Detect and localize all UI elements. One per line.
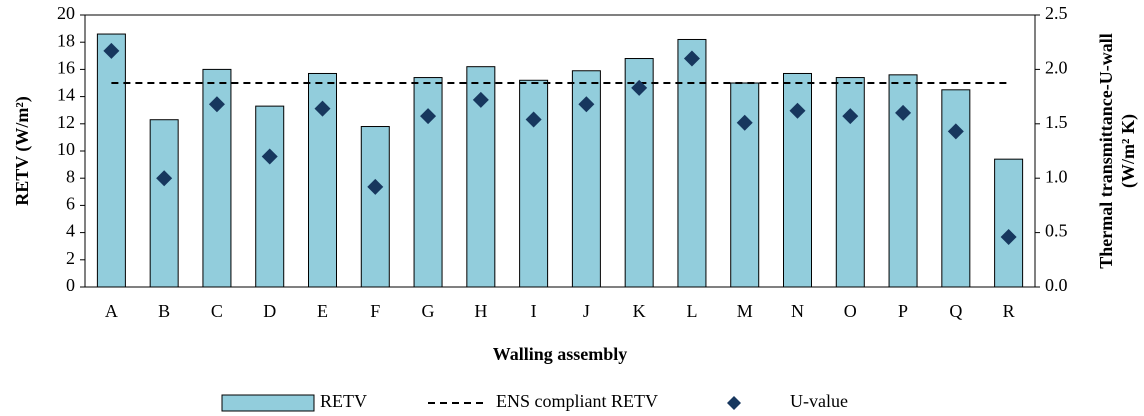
y-axis-title: RETV (W/m²): [12, 96, 33, 206]
bar: [783, 72, 812, 288]
marker: [314, 100, 331, 117]
legend-label: RETV: [320, 391, 367, 411]
marker: [472, 91, 489, 108]
marker: [895, 104, 912, 121]
y-tick-label: 16: [57, 58, 75, 78]
marker: [736, 114, 753, 131]
x-axis-title: Walling assembly: [493, 344, 628, 364]
x-tick-label: K: [633, 301, 646, 321]
x-tick-label: A: [105, 301, 118, 321]
y2-tick-label: 1.0: [1045, 166, 1068, 186]
y2-tick-label: 0.0: [1045, 275, 1068, 295]
legend-swatch: [727, 396, 741, 410]
marker: [683, 50, 700, 67]
bar: [624, 58, 654, 288]
y-tick-label: 4: [66, 221, 75, 241]
marker: [842, 108, 859, 125]
marker: [420, 108, 437, 125]
y-tick-label: 10: [57, 139, 75, 159]
marker: [208, 96, 225, 113]
y-tick-label: 18: [57, 30, 75, 50]
y2-tick-label: 2.5: [1045, 3, 1068, 23]
x-tick-label: F: [370, 301, 380, 321]
bar: [941, 89, 971, 288]
bar: [308, 72, 337, 288]
marker: [789, 102, 806, 119]
y-tick-label: 8: [66, 166, 75, 186]
marker: [578, 96, 595, 113]
legend-label: U-value: [790, 391, 848, 411]
bar: [255, 105, 285, 288]
legend-label: ENS compliant RETV: [496, 391, 658, 411]
legend-swatch: [221, 394, 315, 412]
x-tick-label: B: [158, 301, 170, 321]
x-tick-label: C: [211, 301, 223, 321]
y2-axis-title: Thermal transmittance-U-wall: [1096, 33, 1116, 268]
x-tick-label: H: [474, 301, 487, 321]
bar: [677, 38, 707, 288]
x-tick-label: R: [1003, 301, 1015, 321]
x-tick-label: D: [263, 301, 276, 321]
y-tick-label: 20: [57, 3, 75, 23]
y-tick-label: 14: [57, 85, 75, 105]
x-tick-label: G: [422, 301, 435, 321]
x-tick-label: P: [898, 301, 908, 321]
x-tick-label: N: [791, 301, 804, 321]
x-tick-label: Q: [949, 301, 962, 321]
marker: [525, 111, 542, 128]
x-tick-label: I: [531, 301, 537, 321]
bar: [96, 33, 126, 288]
y2-tick-label: 2.0: [1045, 58, 1068, 78]
x-tick-label: J: [583, 301, 590, 321]
y2-tick-label: 1.5: [1045, 112, 1068, 132]
marker: [156, 170, 173, 187]
bar: [360, 126, 390, 288]
y-tick-label: 2: [66, 248, 75, 268]
marker: [261, 148, 278, 165]
marker: [367, 178, 384, 195]
marker: [103, 42, 120, 59]
y2-axis-title: (W/m² K): [1118, 114, 1139, 188]
x-tick-label: M: [737, 301, 753, 321]
bar: [730, 82, 760, 288]
y-tick-label: 0: [66, 275, 75, 295]
y2-tick-label: 0.5: [1045, 221, 1068, 241]
y-tick-label: 12: [57, 112, 75, 132]
y-tick-label: 6: [66, 194, 75, 214]
bar: [149, 119, 179, 288]
x-tick-label: O: [844, 301, 857, 321]
marker: [631, 79, 648, 96]
bar: [519, 79, 549, 288]
marker: [947, 123, 964, 140]
x-tick-label: L: [686, 301, 697, 321]
x-tick-label: E: [317, 301, 328, 321]
bar: [994, 158, 1024, 288]
marker: [1000, 228, 1017, 245]
